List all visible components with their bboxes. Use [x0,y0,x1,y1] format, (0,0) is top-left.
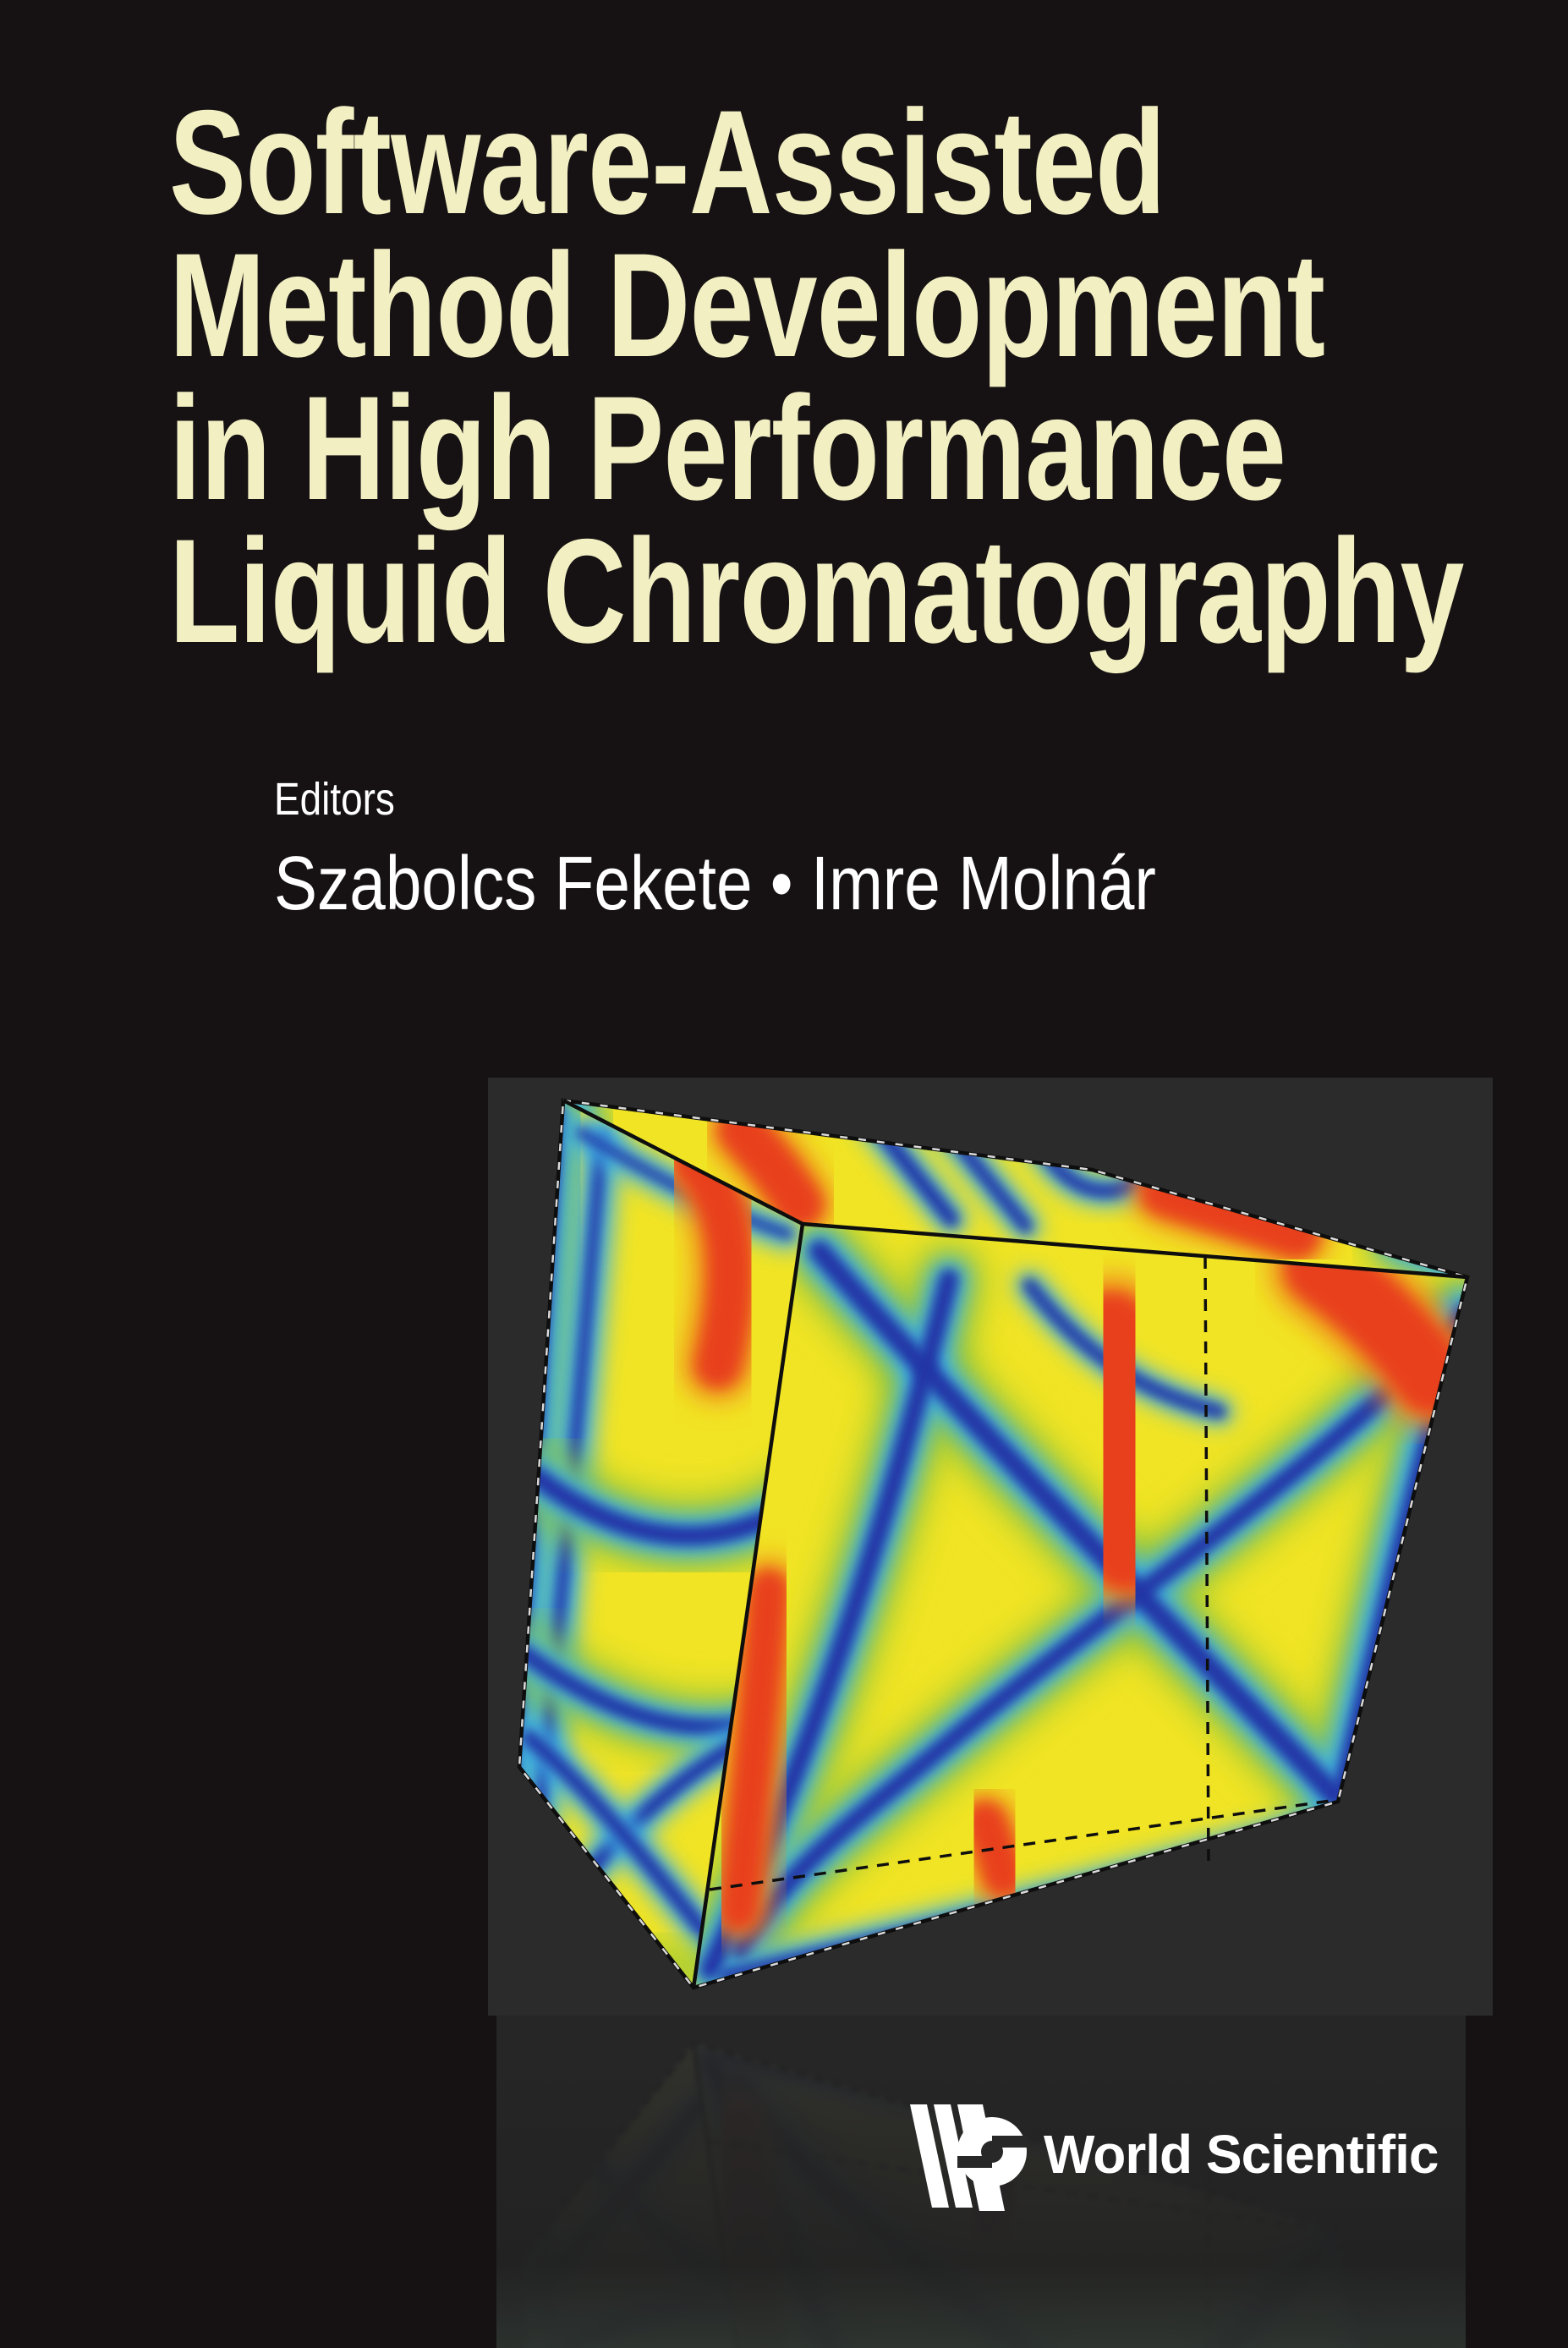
title-line-1: Software-Assisted [169,80,1165,245]
cube-edge-top-front-left [562,1099,804,1226]
editors-label: Editors [274,774,395,825]
cube-silhouette-edge [517,1098,1470,1990]
title-line-2: Method Development [169,223,1325,388]
editors-names: Szabolcs Fekete • Imre Molnár [274,842,1156,926]
world-scientific-logo-icon [910,2104,1027,2211]
title-line-3: in High Performance [169,366,1286,531]
cube-edge-top-front-right [802,1221,1468,1280]
book-title: Software-Assisted Method Development in … [169,80,1568,674]
cube-hidden-edge-vertical [1203,1256,1210,1867]
publisher-logo: World Scientific [905,2103,1439,2214]
artwork-panel [488,1078,1493,2016]
cube-edge-front-vertical [691,1223,805,1989]
publisher-name: World Scientific [1044,2124,1439,2185]
resolution-cube-art [517,1098,1470,1990]
title-line-4: Liquid Chromatography [169,509,1464,674]
